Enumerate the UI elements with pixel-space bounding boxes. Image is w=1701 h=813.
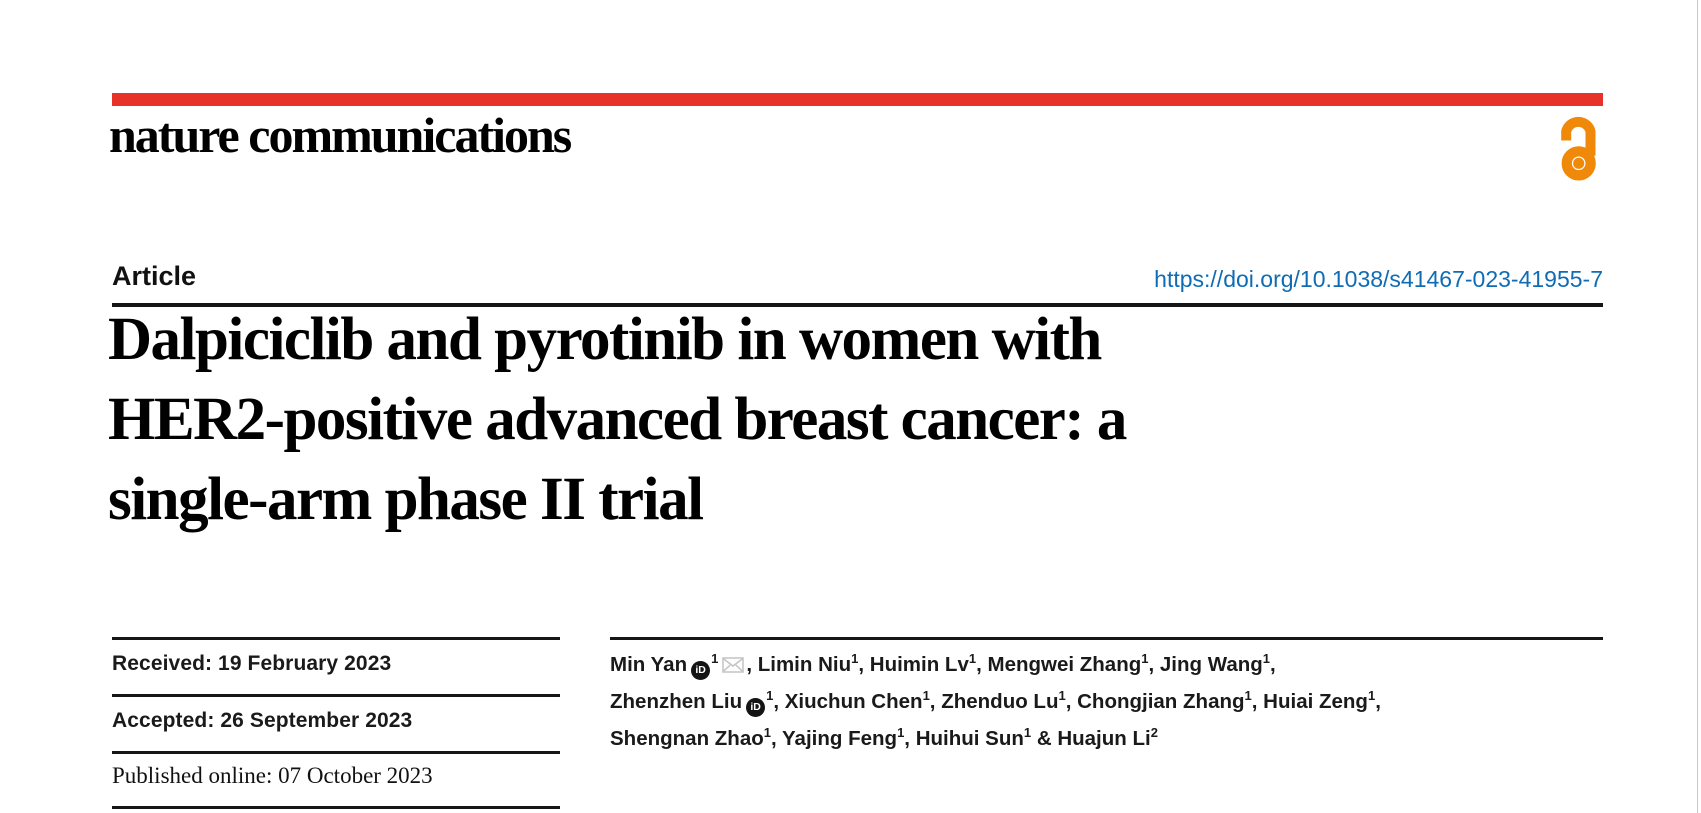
author-separator: , — [1251, 690, 1264, 713]
author-separator: , — [858, 653, 870, 676]
author-separator: , — [976, 653, 988, 676]
author-name: Huiai Zeng — [1263, 690, 1368, 713]
author-affiliation-superscript: 1 — [1367, 688, 1376, 704]
article-title: Dalpiciclib and pyrotinib in women with H… — [108, 300, 1528, 540]
title-line-2: HER2-positive advanced breast cancer: a — [108, 386, 1127, 453]
author-separator: , — [773, 690, 785, 713]
doi-link[interactable]: https://doi.org/10.1038/s41467-023-41955… — [1154, 266, 1603, 292]
journal-logo: nature communications — [109, 107, 572, 163]
title-line-3: single-arm phase II trial — [108, 466, 704, 533]
author-list: Min Yan iD1, Limin Niu1, Huimin Lv1, Meng… — [610, 646, 1550, 757]
author-name: Chongjian Zhang — [1077, 690, 1245, 713]
orcid-icon[interactable]: iD — [746, 698, 766, 717]
author-name: Zhenduo Lu — [941, 690, 1059, 713]
received-date: Received: 19 February 2023 — [112, 652, 392, 675]
orcid-icon[interactable]: iD — [691, 661, 711, 680]
author-name: Jing Wang — [1159, 653, 1263, 676]
author-affiliation-superscript: 2 — [1150, 725, 1158, 741]
author-separator: , — [904, 727, 916, 750]
author-separator: , — [1065, 690, 1078, 713]
published-online-date: Published online: 07 October 2023 — [112, 763, 433, 788]
author-name: Huajun Li — [1057, 727, 1151, 750]
author-name: Zhenzhen Liu — [610, 690, 743, 713]
author-affiliation-superscript: 1 — [1262, 651, 1270, 667]
article-type-label: Article — [112, 261, 197, 291]
author-affiliation-superscript: 1 — [763, 725, 771, 741]
email-icon[interactable] — [722, 657, 745, 673]
authors-divider — [610, 637, 1603, 640]
author-affiliation-superscript: 1 — [1058, 688, 1066, 704]
author-affiliation-superscript: 1 — [968, 651, 977, 667]
author-affiliation-superscript: 1 — [1023, 725, 1032, 741]
author-affiliation-superscript: 1 — [1141, 651, 1149, 667]
author-affiliation-superscript: 1 — [766, 688, 774, 704]
author-affiliation-superscript: 1 — [851, 651, 859, 667]
accepted-date: Accepted: 26 September 2023 — [112, 709, 413, 732]
author-name: Xiuchun Chen — [784, 690, 923, 713]
author-separator: , — [1375, 690, 1381, 713]
dates-divider-3 — [112, 751, 560, 754]
title-line-1: Dalpiciclib and pyrotinib in women with — [108, 306, 1102, 373]
author-name: Shengnan Zhao — [610, 727, 764, 750]
author-separator: , — [1148, 653, 1160, 676]
author-affiliation-superscript: 1 — [897, 725, 905, 741]
journal-brand-bar — [112, 93, 1603, 106]
dates-divider-4 — [112, 806, 560, 809]
author-name: Huihui Sun — [915, 727, 1024, 750]
author-separator: & — [1031, 727, 1058, 750]
author-affiliation-superscript: 1 — [711, 651, 719, 667]
author-name: Limin Niu — [757, 653, 852, 676]
open-access-icon — [1561, 116, 1596, 181]
page-edge-line — [1697, 0, 1698, 813]
author-affiliation-superscript: 1 — [1244, 688, 1252, 704]
dates-divider-1 — [112, 637, 560, 640]
author-affiliation-superscript: 1 — [922, 688, 930, 704]
author-separator: , — [770, 727, 783, 750]
author-name: Min Yan — [610, 653, 688, 676]
header-divider — [112, 303, 1603, 307]
author-separator: , — [746, 653, 758, 676]
author-separator: , — [1270, 653, 1276, 676]
author-name: Huimin Lv — [869, 653, 969, 676]
author-name: Yajing Feng — [782, 727, 898, 750]
dates-divider-2 — [112, 694, 560, 697]
author-name: Mengwei Zhang — [987, 653, 1142, 676]
author-separator: , — [929, 690, 942, 713]
